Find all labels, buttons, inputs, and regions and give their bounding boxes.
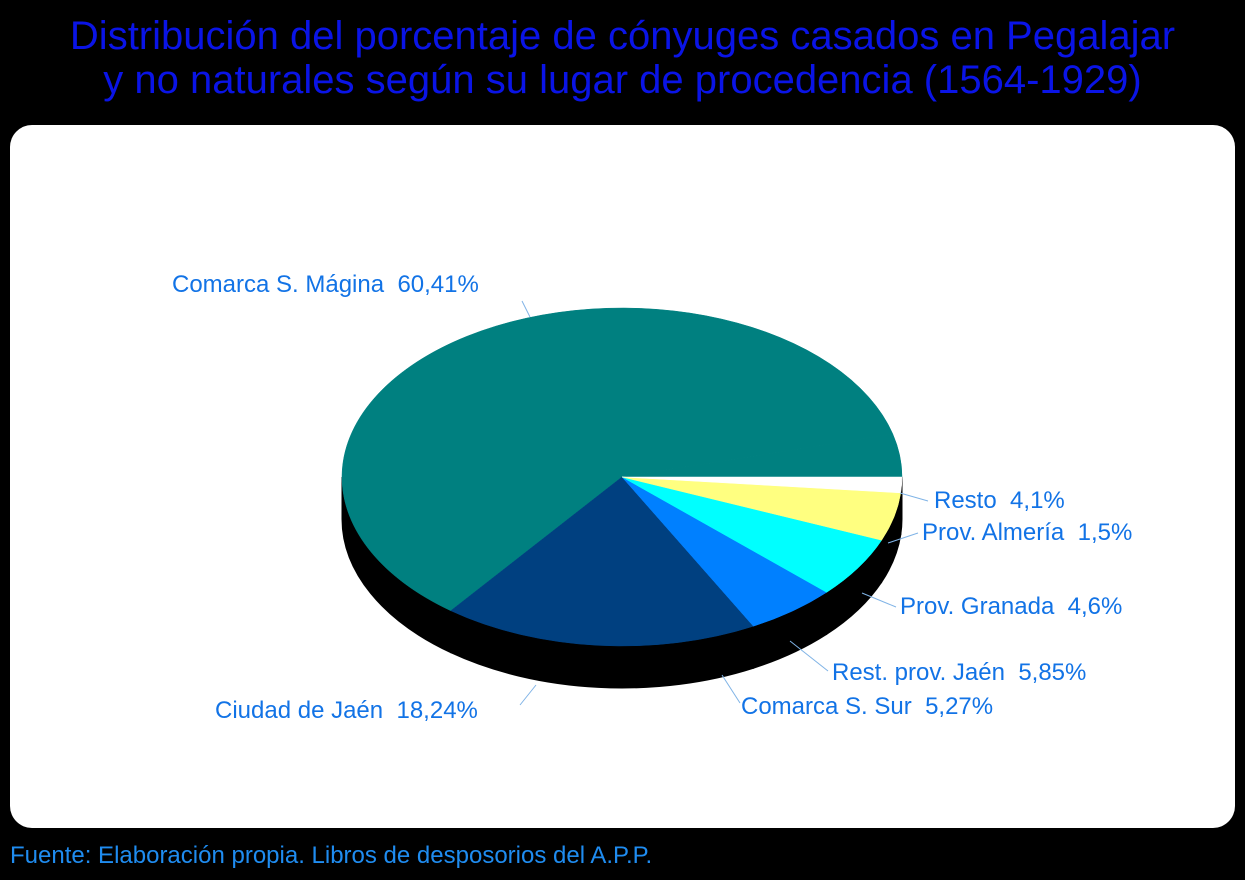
slice-label-name: Resto xyxy=(934,487,997,514)
slice-label: Ciudad de Jaén 18,24% xyxy=(215,697,478,725)
leader-line xyxy=(887,532,919,544)
slice-label: Resto 4,1% xyxy=(934,487,1065,515)
slice-label: Comarca S. Sur 5,27% xyxy=(741,693,993,721)
slice-label-name: Comarca S. Sur xyxy=(741,693,912,720)
leader-line xyxy=(521,300,531,318)
pie-chart xyxy=(341,300,929,706)
chart-panel: Comarca S. Mágina 60,41% Resto 4,1% Prov. … xyxy=(10,125,1235,828)
slice-label-name: Rest. prov. Jaén xyxy=(832,659,1005,686)
slice-label-value: 4,1% xyxy=(1010,487,1065,514)
slice-label-value: 60,41% xyxy=(397,271,479,298)
slice-label-value: 5,85% xyxy=(1018,659,1087,686)
chart-title-line-2: y no naturales según su lugar de procede… xyxy=(103,58,1142,102)
leader-line xyxy=(789,640,829,672)
slice-label: Prov. Granada 4,6% xyxy=(900,593,1122,621)
source-note: Fuente: Elaboración propia. Libros de de… xyxy=(10,842,653,869)
slice-label-name: Prov. Almería xyxy=(922,519,1065,546)
slice-label-name: Comarca S. Mágina xyxy=(172,271,385,298)
slice-label-name: Ciudad de Jaén xyxy=(215,697,384,724)
leader-line xyxy=(721,674,741,704)
slice-label-value: 5,27% xyxy=(925,693,994,720)
slice-label-value: 18,24% xyxy=(396,697,478,724)
leader-line xyxy=(899,492,929,502)
slice-label: Comarca S. Mágina 60,41% xyxy=(172,271,479,299)
slice-label: Prov. Almería 1,5% xyxy=(922,519,1132,547)
leader-line xyxy=(861,592,897,608)
slice-label-value: 4,6% xyxy=(1067,593,1123,620)
slice-label-value: 1,5% xyxy=(1077,519,1133,546)
pie-slice-ciudad-de-ja-n xyxy=(450,476,754,647)
chart-title: Distribución del porcentaje de cónyuges … xyxy=(0,14,1245,102)
chart-title-line-1: Distribución del porcentaje de cónyuges … xyxy=(69,14,1176,58)
slice-label: Rest. prov. Jaén 5,85% xyxy=(832,659,1086,687)
leader-line xyxy=(519,684,537,706)
pie-slice-comarca-s-m-gina xyxy=(341,307,894,612)
slice-label-name: Prov. Granada xyxy=(900,593,1055,620)
